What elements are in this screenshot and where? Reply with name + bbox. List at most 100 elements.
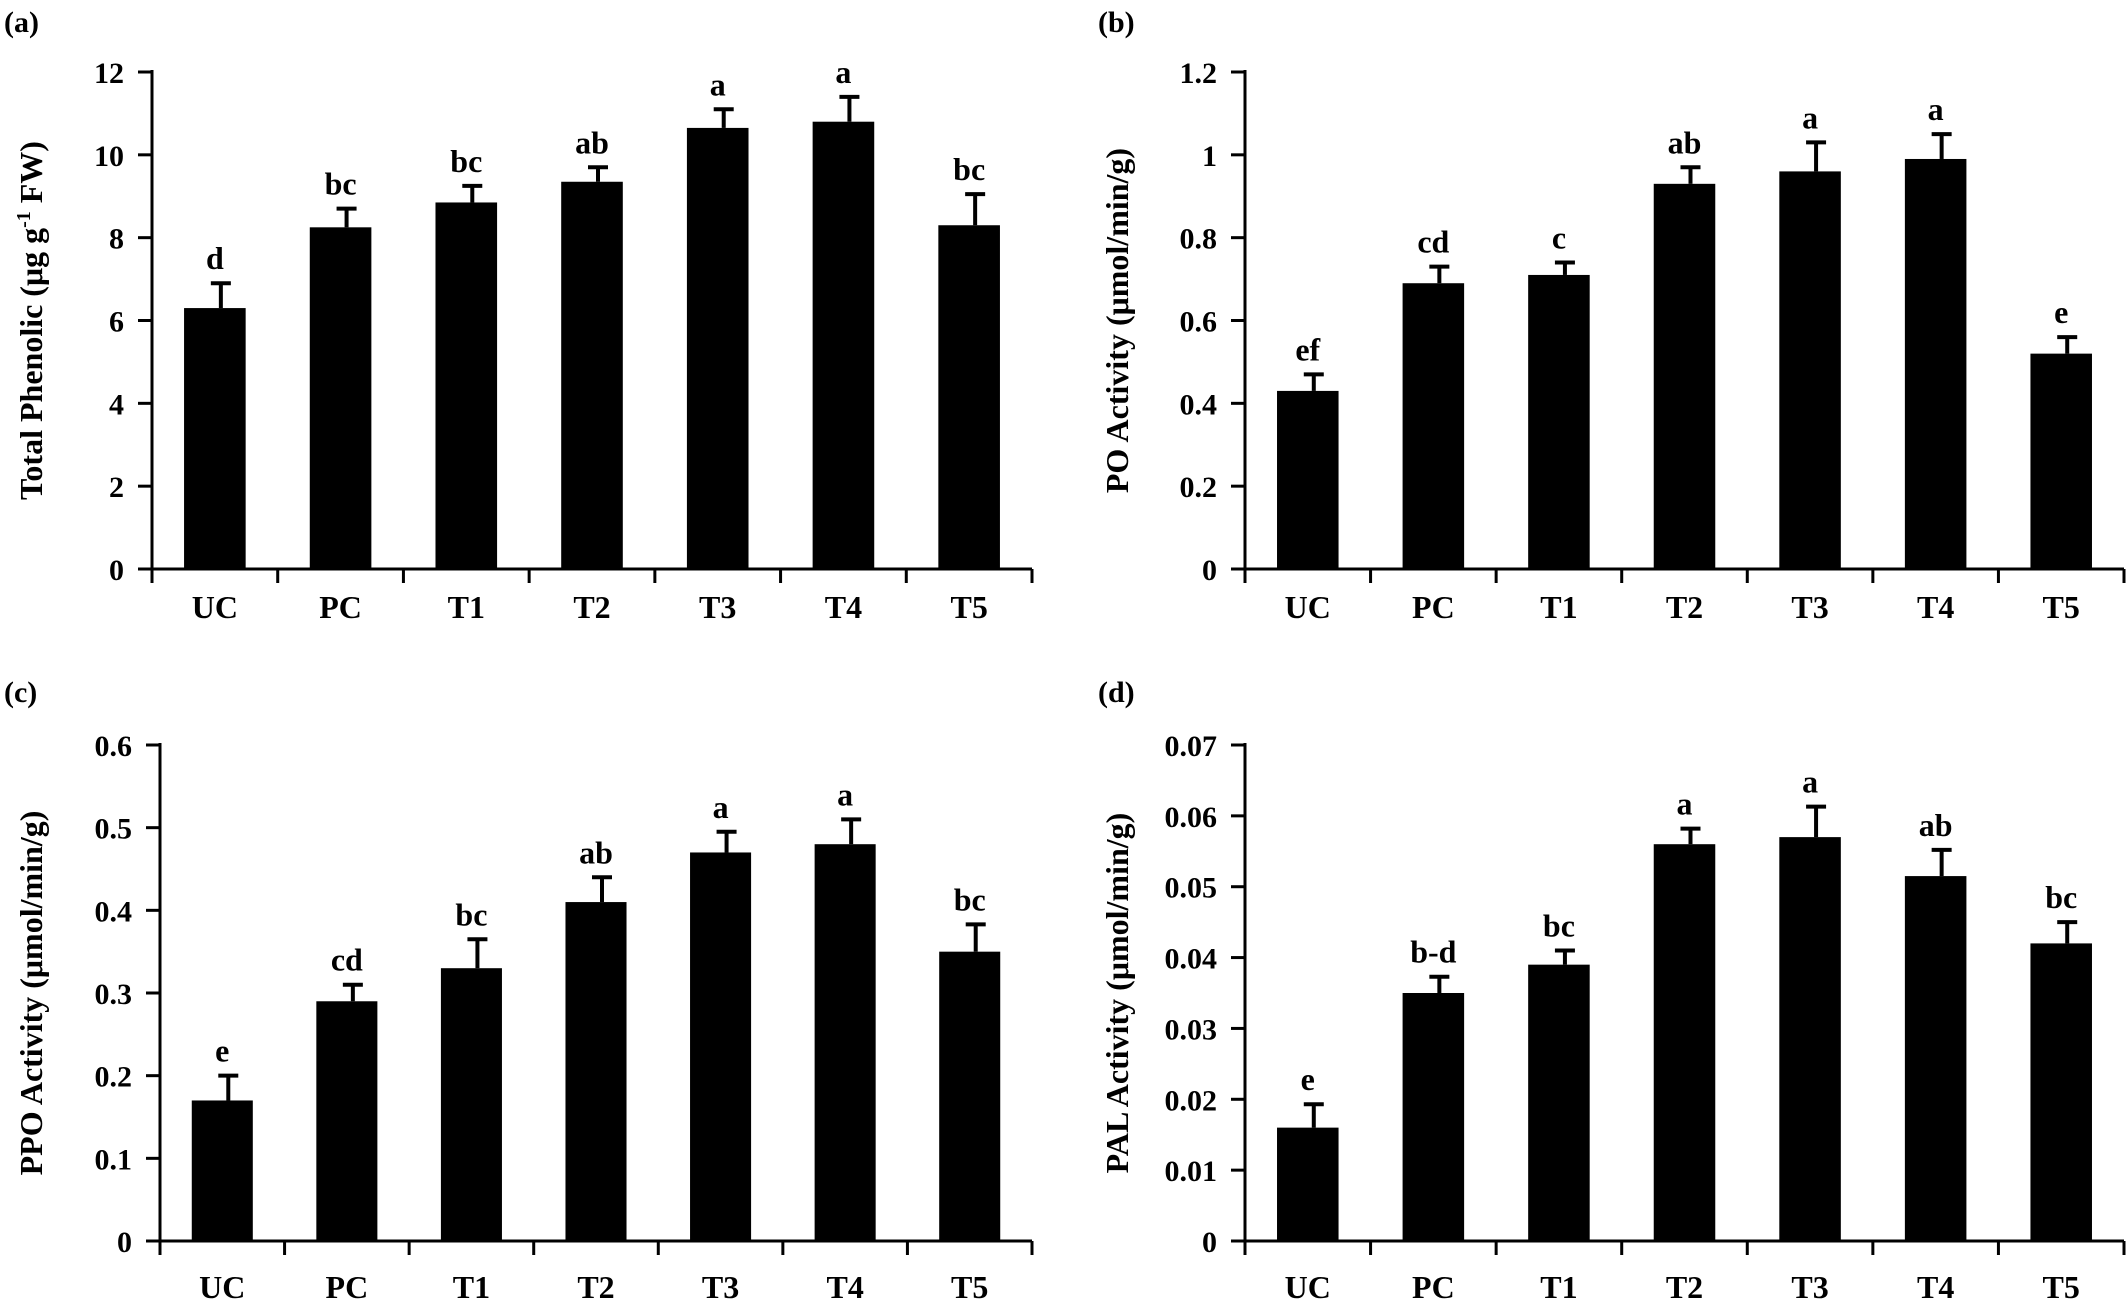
- chart-panel-d: (d) 0 0.01 0.02 0.03 0.04 0.05 0.06 0.07 PAL Acti…: [1098, 676, 2126, 1305]
- y-tick-label: 1: [1202, 140, 1217, 173]
- y-tick-label: 0.04: [1165, 943, 1218, 976]
- significance-letter-T1: bc: [455, 896, 487, 932]
- x-tick-label-PC: PC: [1412, 589, 1455, 625]
- significance-letter-PC: bc: [325, 166, 357, 202]
- significance-letter-T4: a: [1928, 91, 1944, 127]
- significance-letter-UC: ef: [1295, 331, 1320, 367]
- bar-T5: [2030, 353, 2092, 569]
- significance-letter-T3: a: [1802, 764, 1818, 800]
- significance-letter-T2: ab: [575, 124, 609, 160]
- x-tick-label-T2: T2: [577, 1269, 614, 1305]
- x-tick-label-PC: PC: [326, 1269, 369, 1305]
- x-tick-label-T1: T1: [453, 1269, 490, 1305]
- y-tick-label: 10: [94, 140, 124, 173]
- bar-PC: [316, 1001, 378, 1241]
- bar-UC: [191, 1100, 253, 1241]
- x-tick-label-T4: T4: [1917, 1269, 1954, 1305]
- significance-letter-T4: a: [837, 776, 853, 812]
- significance-letter-PC: cd: [331, 942, 363, 978]
- significance-letter-T1: bc: [450, 143, 482, 179]
- significance-letter-UC: e: [215, 1033, 229, 1069]
- bar-T3: [1779, 171, 1841, 569]
- x-tick-label-UC: UC: [192, 589, 238, 625]
- bar-T1: [1528, 274, 1590, 569]
- y-tick-label: 0.05: [1165, 872, 1218, 905]
- x-tick-label-T2: T2: [573, 589, 610, 625]
- y-tick-label: 6: [109, 306, 124, 339]
- significance-letter-T5: bc: [2045, 879, 2077, 915]
- panel-label: (a): [4, 6, 39, 39]
- y-tick-label: 4: [109, 388, 124, 421]
- x-tick-label-T1: T1: [448, 589, 485, 625]
- y-axis-label: Total Phenolic (μg g-1 FW): [13, 141, 49, 500]
- bar-T1: [440, 968, 502, 1241]
- y-tick-label: 0.8: [1180, 223, 1218, 256]
- bar-PC: [1402, 993, 1465, 1241]
- chart-panel-a: (a) 0 2 4 6 8 10 12 Total Phenolic (μg g-1 FW) d U…: [4, 6, 1034, 625]
- bar-T2: [565, 902, 627, 1241]
- x-tick-label-T5: T5: [951, 1269, 988, 1305]
- x-tick-label-T3: T3: [1791, 589, 1828, 625]
- y-axis-label: PO Activity (μmol/min/g): [1099, 148, 1135, 493]
- x-tick-label-T3: T3: [699, 589, 736, 625]
- bar-T2: [1653, 844, 1716, 1241]
- x-tick-label-T1: T1: [1540, 1269, 1577, 1305]
- y-tick-label: 0.3: [95, 978, 133, 1011]
- x-tick-label-T2: T2: [1666, 1269, 1703, 1305]
- significance-letter-T5: e: [2054, 294, 2068, 330]
- x-tick-label-T3: T3: [702, 1269, 739, 1305]
- x-tick-label-UC: UC: [1285, 1269, 1331, 1305]
- y-tick-label: 0: [109, 554, 124, 587]
- x-tick-label-PC: PC: [319, 589, 362, 625]
- y-axis-label-tail: FW): [13, 141, 49, 211]
- bar-T3: [1779, 837, 1841, 1241]
- y-axis-label: PAL Activity (μmol/min/g): [1099, 813, 1135, 1174]
- y-tick-label: 8: [109, 223, 124, 256]
- y-tick-label: 0: [1202, 554, 1217, 587]
- significance-letter-UC: e: [1301, 1061, 1315, 1097]
- y-tick-label: 0.2: [95, 1061, 133, 1094]
- significance-letter-T5: bc: [954, 881, 986, 917]
- x-tick-label-T4: T4: [825, 589, 862, 625]
- significance-letter-T2: a: [1677, 786, 1693, 822]
- x-tick-label-UC: UC: [1285, 589, 1331, 625]
- significance-letter-T3: a: [1802, 99, 1818, 135]
- panel-label: (c): [4, 676, 37, 709]
- chart-panel-b: (b) 0 0.2 0.4 0.6 0.8 1 1.2 PO Activity (μmol/mi…: [1098, 6, 2126, 625]
- significance-letter-T4: a: [835, 54, 851, 90]
- y-axis-label: PPO Activity (μmol/min/g): [13, 811, 49, 1176]
- y-tick-label: 0.01: [1165, 1155, 1218, 1188]
- y-tick-label: 1.2: [1180, 57, 1218, 90]
- significance-letter-PC: b-d: [1410, 934, 1456, 970]
- x-tick-label-T3: T3: [1791, 1269, 1828, 1305]
- significance-letter-T1: c: [1552, 220, 1566, 256]
- y-tick-label: 12: [94, 57, 124, 90]
- significance-letter-UC: d: [206, 240, 224, 276]
- x-tick-label-UC: UC: [199, 1269, 245, 1305]
- y-tick-label: 0.02: [1165, 1084, 1218, 1117]
- bar-PC: [1402, 283, 1465, 569]
- y-axis-label-main: Total Phenolic (μg g: [13, 228, 49, 500]
- panel-label: (b): [1098, 6, 1135, 39]
- x-tick-label-T5: T5: [2043, 1269, 2080, 1305]
- bar-T4: [814, 844, 876, 1241]
- x-tick-label-T4: T4: [826, 1269, 863, 1305]
- y-axis-label-main: PAL Activity (μmol/min/g): [1099, 813, 1135, 1174]
- chart-panel-c: (c) 0 0.1 0.2 0.3 0.4 0.5 0.6 PPO Activity (μmol…: [4, 676, 1034, 1305]
- bar-T4: [1904, 158, 1967, 569]
- y-axis-label-superscript: -1: [13, 211, 35, 228]
- bar-T5: [939, 951, 1001, 1241]
- y-axis-label-main: PPO Activity (μmol/min/g): [13, 811, 49, 1176]
- bar-T3: [686, 127, 749, 569]
- significance-letter-T2: ab: [1668, 124, 1702, 160]
- x-tick-label-T5: T5: [2043, 589, 2080, 625]
- bar-T2: [561, 181, 623, 570]
- y-tick-label: 0.4: [95, 895, 133, 928]
- bar-T5: [938, 225, 1000, 569]
- y-tick-label: 0.4: [1180, 388, 1218, 421]
- bar-T3: [690, 852, 752, 1241]
- y-axis-label-main: PO Activity (μmol/min/g): [1099, 148, 1135, 493]
- x-tick-label-T1: T1: [1540, 589, 1577, 625]
- bar-UC: [1277, 390, 1339, 569]
